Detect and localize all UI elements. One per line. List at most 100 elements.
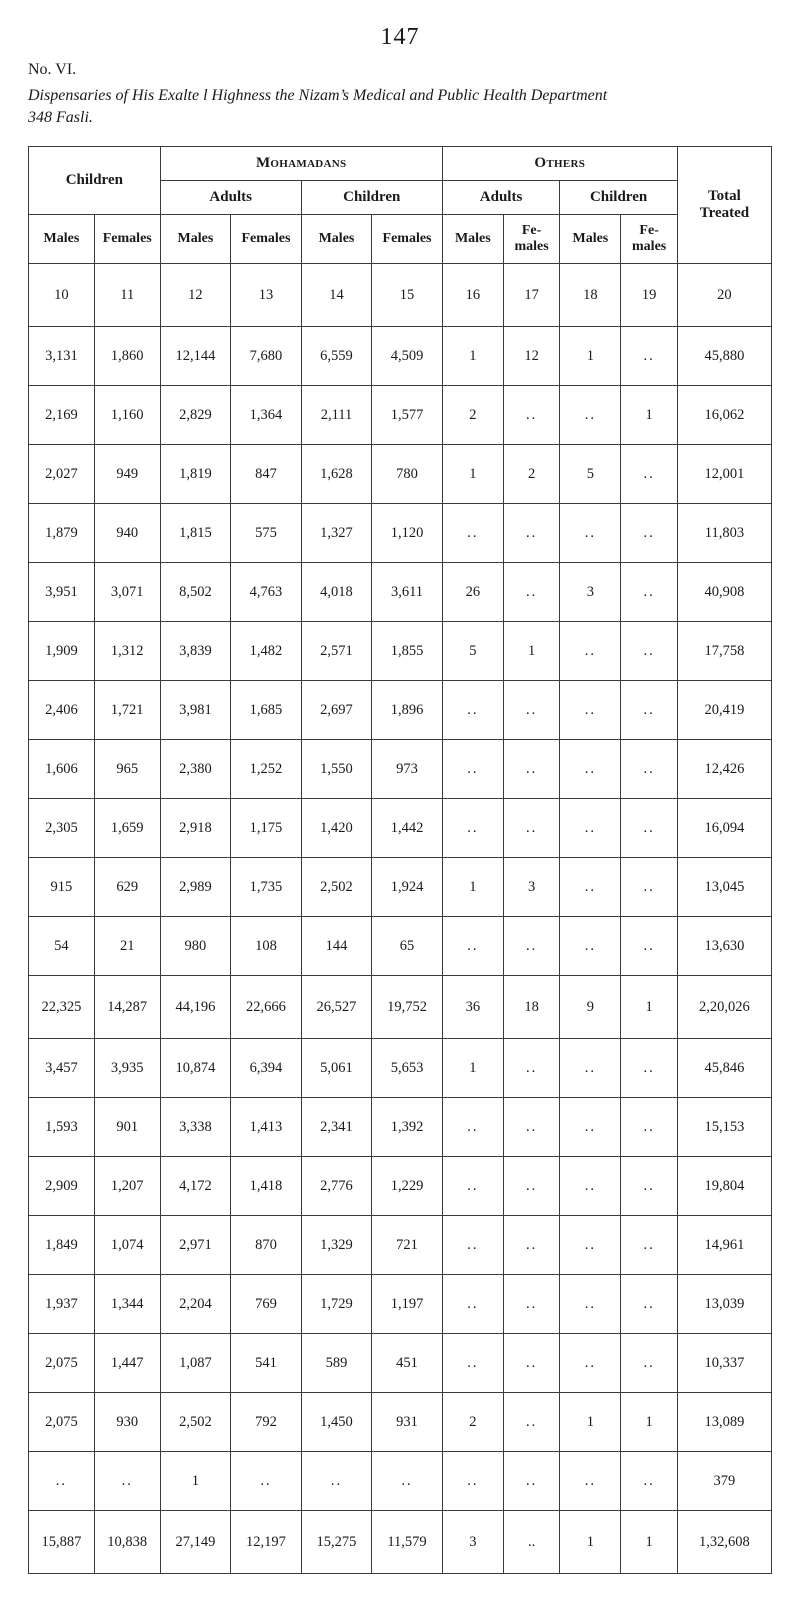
cell: 1 [621, 976, 677, 1039]
cell: .. [560, 1334, 621, 1393]
cell: 16,062 [677, 386, 771, 445]
title-block: Dispensaries of His Exalte l Highness th… [28, 85, 772, 128]
cell: 1,628 [301, 445, 372, 504]
cell: 13,089 [677, 1393, 771, 1452]
cell: 3,131 [29, 327, 95, 386]
section-number: No. VI. [28, 61, 772, 79]
cell: .. [560, 504, 621, 563]
cell: 901 [94, 1098, 160, 1157]
table-row: 2,3051,6592,9181,1751,4201,442........16… [29, 799, 772, 858]
cell: .. [621, 858, 677, 917]
cell: 2,918 [160, 799, 231, 858]
cell: 1,392 [372, 1098, 443, 1157]
cell: 11,579 [372, 1511, 443, 1574]
cell: .. [442, 1098, 503, 1157]
page-number: 147 [28, 24, 772, 51]
cell: 1,087 [160, 1334, 231, 1393]
cell: .. [503, 1452, 559, 1511]
cell: 2 [442, 386, 503, 445]
cell: .. [621, 681, 677, 740]
cell: 1 [560, 1393, 621, 1452]
cell: .. [560, 740, 621, 799]
cell: 930 [94, 1393, 160, 1452]
cell: 10,838 [94, 1511, 160, 1574]
cell: 1 [621, 1511, 677, 1574]
cell: 1 [442, 1039, 503, 1098]
cell: 1 [621, 1393, 677, 1452]
cell: 19,752 [372, 976, 443, 1039]
cell: 1,685 [231, 681, 302, 740]
cell: 1,160 [94, 386, 160, 445]
cell: .. [621, 917, 677, 976]
cell: 3,981 [160, 681, 231, 740]
cell: 5,653 [372, 1039, 443, 1098]
colnum: 11 [94, 264, 160, 327]
cell: 12 [503, 327, 559, 386]
table-row: 1,9091,3123,8391,4822,5711,85551....17,7… [29, 622, 772, 681]
cell: 2,341 [301, 1098, 372, 1157]
cell: 20,419 [677, 681, 771, 740]
head-col-7: Males [442, 215, 503, 264]
cell: 3,457 [29, 1039, 95, 1098]
cell: .. [621, 1157, 677, 1216]
head-others: Others [442, 147, 677, 181]
cell: .. [29, 1452, 95, 1511]
head-moh-children: Children [301, 181, 442, 215]
cell: 13,039 [677, 1275, 771, 1334]
cell: 3 [442, 1511, 503, 1574]
cell: 721 [372, 1216, 443, 1275]
cell: .. [442, 1334, 503, 1393]
column-number-row: 10 11 12 13 14 15 16 17 18 19 20 [29, 264, 772, 327]
table-row: 1,8491,0742,9718701,329721........14,961 [29, 1216, 772, 1275]
head-mohamadans: Mohamadans [160, 147, 442, 181]
cell: 2,829 [160, 386, 231, 445]
table-row: 1,5939013,3381,4132,3411,392........15,1… [29, 1098, 772, 1157]
cell: 980 [160, 917, 231, 976]
cell: 4,172 [160, 1157, 231, 1216]
cell: 1,175 [231, 799, 302, 858]
cell: 1,120 [372, 504, 443, 563]
cell: .. [621, 327, 677, 386]
cell: 1,074 [94, 1216, 160, 1275]
cell: .. [442, 740, 503, 799]
cell: 12,001 [677, 445, 771, 504]
cell: 3 [560, 563, 621, 622]
head-col-6: Females [372, 215, 443, 264]
cell: 1,849 [29, 1216, 95, 1275]
cell: .. [560, 1275, 621, 1334]
cell: 1,550 [301, 740, 372, 799]
cell: 10,337 [677, 1334, 771, 1393]
cell: 2,380 [160, 740, 231, 799]
cell: 10,874 [160, 1039, 231, 1098]
cell: 1,442 [372, 799, 443, 858]
cell: 870 [231, 1216, 302, 1275]
cell: 931 [372, 1393, 443, 1452]
cell: 629 [94, 858, 160, 917]
head-treated: Treated [700, 205, 749, 221]
cell: .. [503, 917, 559, 976]
table-row: 2,9091,2074,1721,4182,7761,229........19… [29, 1157, 772, 1216]
cell: .. [560, 917, 621, 976]
cell: 40,908 [677, 563, 771, 622]
cell: 2,075 [29, 1334, 95, 1393]
cell: .. [503, 1039, 559, 1098]
cell: 1,447 [94, 1334, 160, 1393]
cell: 1,721 [94, 681, 160, 740]
cell: 6,559 [301, 327, 372, 386]
colnum: 15 [372, 264, 443, 327]
table-row: 2,0279491,8198471,628780125..12,001 [29, 445, 772, 504]
table-row: 3,4573,93510,8746,3945,0615,6531......45… [29, 1039, 772, 1098]
colnum: 10 [29, 264, 95, 327]
cell: .. [560, 386, 621, 445]
cell: 12,197 [231, 1511, 302, 1574]
cell: .. [621, 1275, 677, 1334]
table-row: 2,0751,4471,087541589451........10,337 [29, 1334, 772, 1393]
cell: 2,305 [29, 799, 95, 858]
cell: 1,896 [372, 681, 443, 740]
colnum: 14 [301, 264, 372, 327]
head-oth-adults: Adults [442, 181, 560, 215]
cell: 1 [160, 1452, 231, 1511]
block2-total: 15,887 10,838 27,149 12,197 15,275 11,57… [29, 1511, 772, 1574]
cell: 5 [442, 622, 503, 681]
cell: 13,630 [677, 917, 771, 976]
